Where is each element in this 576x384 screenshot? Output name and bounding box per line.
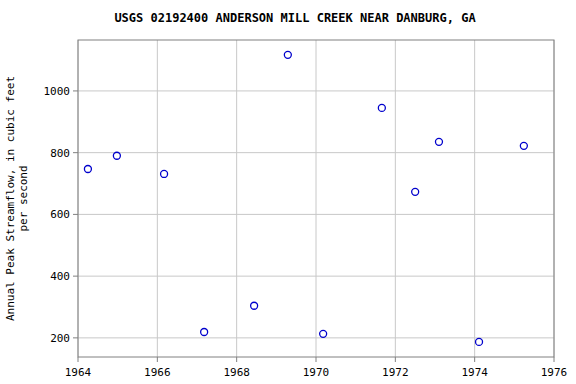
y-tick-label: 400 (50, 270, 70, 283)
x-grid-line (236, 40, 237, 357)
x-tick (554, 357, 555, 362)
points (84, 51, 527, 345)
x-tick (316, 357, 317, 362)
title: USGS 02192400 ANDERSON MILL CREEK NEAR D… (114, 11, 476, 25)
x-grid-line (157, 40, 158, 357)
x-tick-label: 1966 (144, 366, 171, 379)
y-axis-label: Annual Peak Streamflow, in cubic feetper… (4, 76, 30, 321)
chart: USGS 02192400 ANDERSON MILL CREEK NEAR D… (0, 0, 576, 384)
y-tick-label: 1000 (44, 85, 71, 98)
point (251, 302, 258, 309)
x-tick-label: 1964 (65, 366, 92, 379)
y-tick-label: 200 (50, 332, 70, 345)
y-tick (73, 90, 78, 91)
y-axis: 200 400 600 800 1000 (44, 85, 79, 345)
x-tick (474, 357, 475, 362)
y-grid-line (78, 337, 554, 338)
x-tick (157, 357, 158, 362)
point (520, 142, 527, 149)
chart-svg: USGS 02192400 ANDERSON MILL CREEK NEAR D… (0, 0, 576, 384)
y-grid-line (78, 214, 554, 215)
y-axis-label-line: Annual Peak Streamflow, in cubic feet (4, 76, 17, 321)
y-tick (73, 276, 78, 277)
y-tick-label: 800 (50, 147, 70, 160)
point (320, 330, 327, 337)
point (161, 170, 168, 177)
x-tick-label: 1968 (223, 366, 250, 379)
point (435, 138, 442, 145)
x-tick-label: 1974 (461, 366, 488, 379)
x-tick-label: 1976 (541, 366, 568, 379)
x-grid-line (474, 40, 475, 357)
x-tick-label: 1970 (303, 366, 330, 379)
x-grid-line (316, 40, 317, 357)
y-tick-label: 600 (50, 208, 70, 221)
y-tick (73, 152, 78, 153)
y-tick (73, 214, 78, 215)
x-grid-line (395, 40, 396, 357)
point (284, 51, 291, 58)
point (201, 328, 208, 335)
plot-frame (78, 40, 554, 357)
point (476, 338, 483, 345)
point (84, 166, 91, 173)
y-grid-line (78, 90, 554, 91)
y-tick (73, 337, 78, 338)
x-tick (78, 357, 79, 362)
point (412, 188, 419, 195)
y-grid-line (78, 152, 554, 153)
y-axis-label-line: per second (17, 165, 30, 231)
grid (78, 40, 554, 357)
point (113, 152, 120, 159)
point (378, 104, 385, 111)
x-tick-label: 1972 (382, 366, 409, 379)
y-grid-line (78, 276, 554, 277)
x-tick (395, 357, 396, 362)
x-axis: 1964 1966 1968 1970 1972 1974 1976 (65, 357, 568, 379)
x-tick (236, 357, 237, 362)
